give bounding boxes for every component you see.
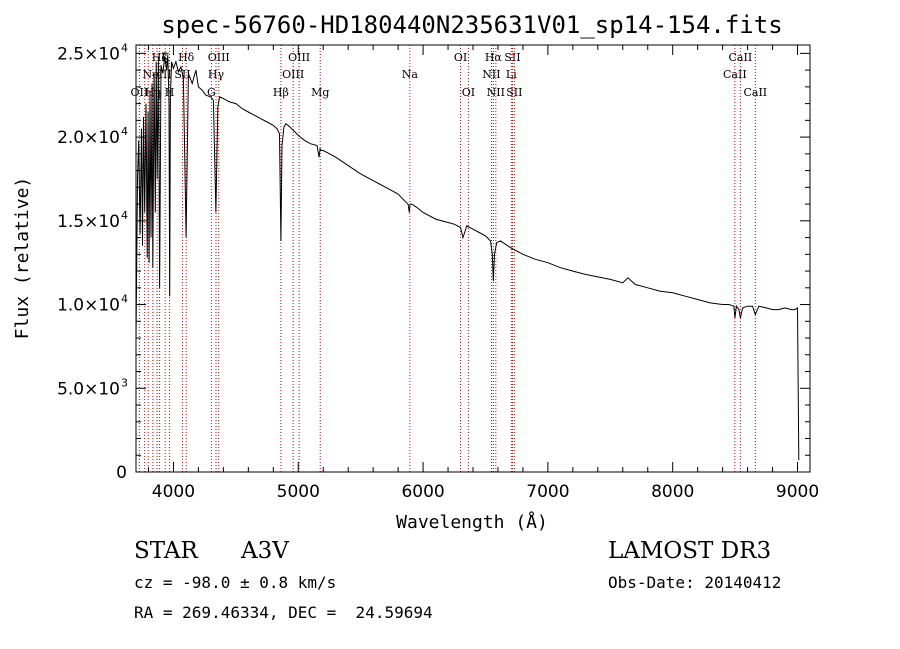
observation-date: Obs-Date: 20140412 [608, 573, 782, 592]
spectral-line-label: K [161, 51, 170, 64]
x-axis: 4000 5000 6000 7000 8000 9000 [147, 45, 819, 502]
spectral-line-label: Li [506, 68, 517, 81]
spectral-line-label: NII [482, 68, 500, 81]
spectral-line-label: SII [504, 51, 520, 64]
spectral-line-label: NII [487, 86, 505, 99]
y-tick-label: 1.0×10 [57, 296, 120, 316]
spectral-line-label: Hγ [208, 68, 225, 81]
spectral-line-label: OIII [208, 51, 230, 64]
y-tick-exponent: 4 [121, 41, 128, 54]
object-class: STAR [134, 538, 198, 564]
y-tick-label: 5.0×10 [57, 379, 120, 399]
chart-title: spec-56760-HD180440N235631V01_sp14-154.f… [161, 11, 782, 39]
x-tick-label: 6000 [401, 482, 444, 502]
spectral-line-label: Mg [311, 86, 329, 99]
coordinates-readout: RA = 269.46334, DEC = 24.59694 [134, 603, 433, 622]
survey-name: LAMOST DR3 [608, 538, 772, 564]
spectral-line-label: OI [462, 86, 475, 99]
y-tick-exponent: 4 [121, 125, 128, 138]
y-tick-label: 0 [116, 463, 127, 483]
y-axis: 05.0×10 31.0×10 41.5×10 42.0×10 42.5×10 4 [57, 41, 810, 483]
spectral-line-label: OI [454, 51, 467, 64]
spectral-line-label: OIII [282, 68, 304, 81]
plot-frame [135, 44, 811, 473]
y-tick-exponent: 4 [121, 293, 128, 306]
x-tick-label: 4000 [152, 482, 195, 502]
spectral-line-label: Hβ [273, 86, 289, 99]
spectral-line-label: SII [506, 86, 522, 99]
spectral-line-label: NeIII [143, 68, 172, 81]
x-tick-label: 7000 [526, 482, 569, 502]
x-axis-label: Wavelength (Å) [396, 511, 548, 533]
spectral-line-label: OIII [288, 51, 310, 64]
spectral-line-label: CaII [743, 86, 767, 99]
spectral-line-label: H [165, 86, 175, 99]
spectral-line-label: Hα [485, 51, 503, 64]
spectral-line-markers: OIIHηNeIIIHζKHSIIHδGHγOIIIHβOIIIOIIIMgNa… [131, 45, 767, 472]
x-tick-label: 5000 [277, 482, 320, 502]
spectral-line-label: CaII [729, 51, 753, 64]
x-tick-label: 8000 [651, 482, 694, 502]
spectral-line-label: CaII [723, 68, 747, 81]
y-tick-exponent: 4 [121, 209, 128, 222]
y-axis-label: Flux (relative) [12, 177, 33, 340]
y-tick-label: 2.5×10 [57, 44, 120, 64]
y-tick-label: 1.5×10 [57, 212, 120, 232]
y-tick-exponent: 3 [121, 376, 128, 389]
spectrum-line [135, 54, 800, 461]
redshift-readout: cz = -98.0 ± 0.8 km/s [134, 573, 337, 592]
spectral-subclass: A3V [241, 538, 289, 564]
spectral-line-label: Hδ [178, 51, 195, 64]
spectral-line-label: Na [402, 68, 419, 81]
spectral-line-label: Hζ [152, 51, 168, 64]
x-tick-label: 9000 [776, 482, 819, 502]
spectral-line-label: OII [131, 86, 149, 99]
y-tick-label: 2.0×10 [57, 128, 120, 148]
spectral-line-label: G [207, 86, 216, 99]
